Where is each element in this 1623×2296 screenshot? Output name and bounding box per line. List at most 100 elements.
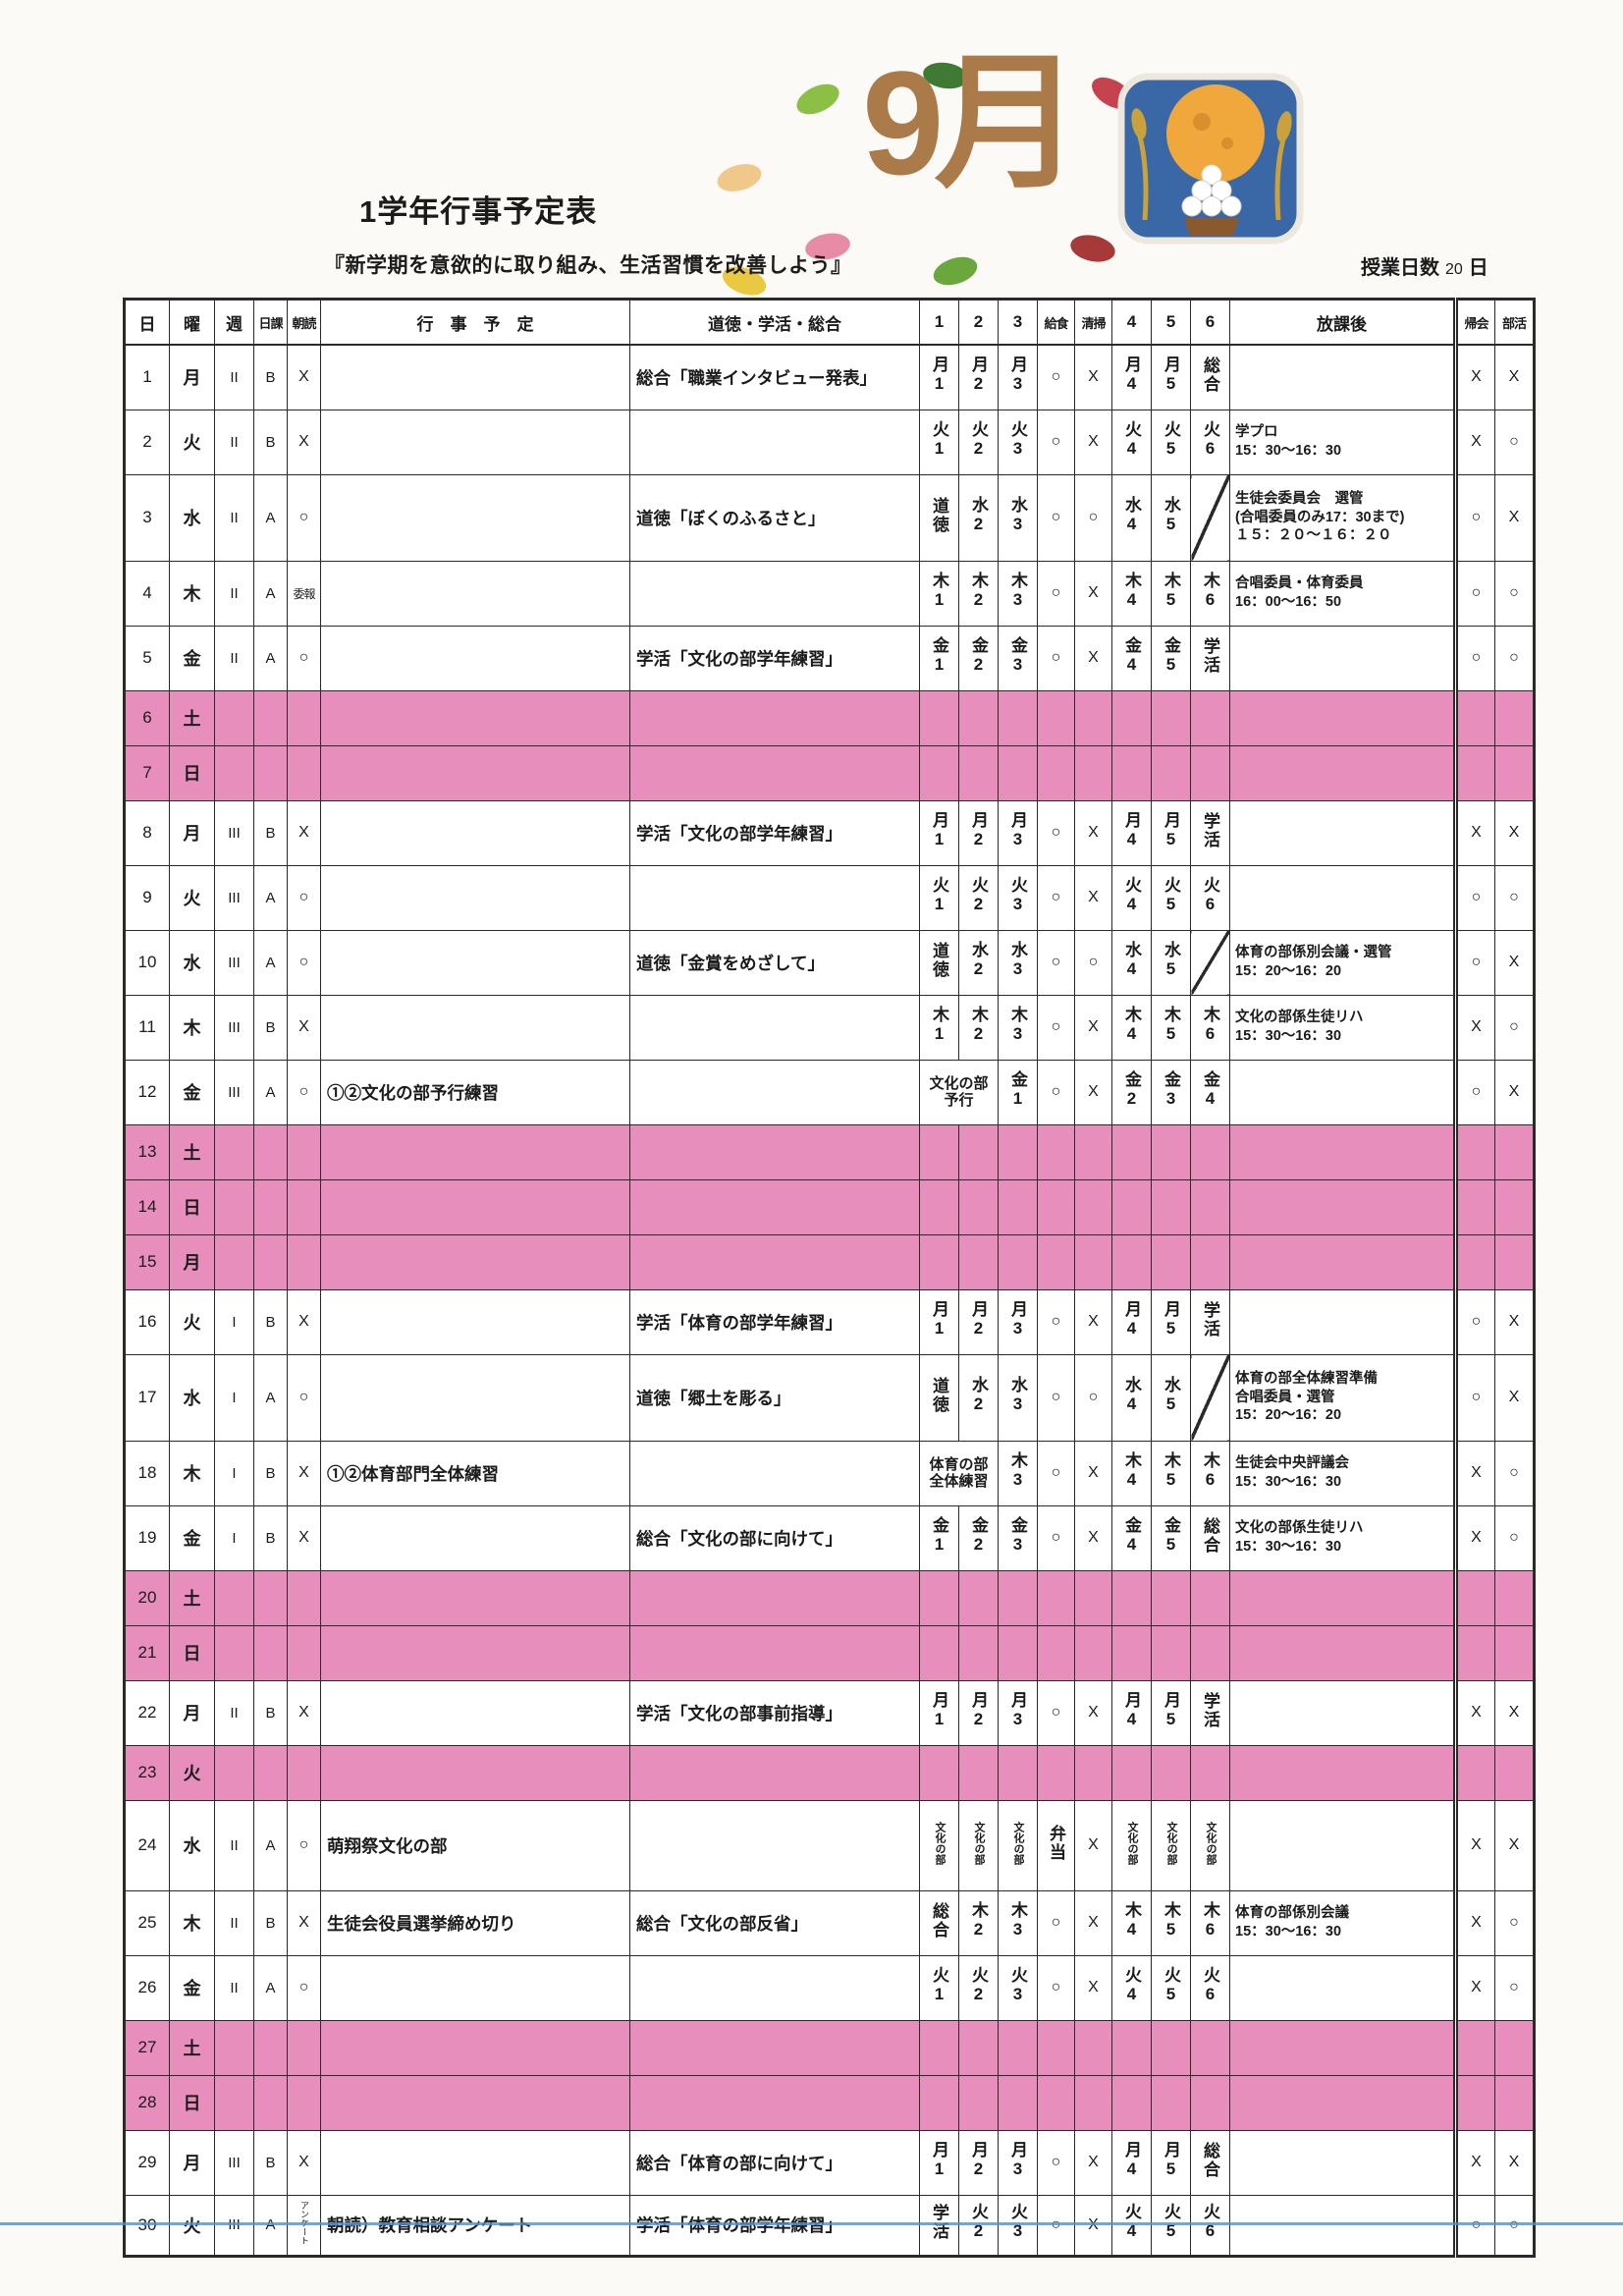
leaf-icon	[714, 159, 765, 196]
column-header: 5	[1151, 299, 1191, 346]
cell-period: 金3	[998, 1504, 1038, 1571]
cell-empty	[1229, 1178, 1456, 1235]
cell-morning-reading: ○	[287, 1353, 321, 1442]
table-row: 17 水 I A ○ 道徳「郷土を彫る」 道徳 水2 水3 ○ ○ 水4 水5 体育の部全体練習準備 合唱…	[124, 1353, 1535, 1442]
cell-period: 月4	[1111, 1288, 1152, 1355]
cell-period: 木4	[1111, 994, 1152, 1061]
cell-empty	[1494, 1233, 1535, 1290]
cell-morning-reading: X	[287, 2129, 321, 2196]
cell-day: 18	[124, 1440, 170, 1506]
cell-return-meeting: X	[1453, 1679, 1495, 1746]
cell-period: 月2	[958, 2129, 999, 2196]
cell-morning-reading: X	[287, 1440, 321, 1506]
cell-weekday: 火	[169, 1288, 215, 1355]
cell-period: 学活	[1190, 1288, 1230, 1355]
cell-day: 2	[124, 409, 170, 475]
cell-daily-schedule: B	[253, 1504, 288, 1571]
cell-period: 木3	[998, 1440, 1038, 1506]
cell-period: 金3	[998, 625, 1038, 691]
cell-empty	[629, 744, 920, 801]
cell-moral-class-integrated: 学活「文化の部事前指導」	[629, 1679, 920, 1746]
column-header: 清掃	[1074, 299, 1112, 346]
cell-afterschool	[1229, 1288, 1456, 1355]
cell-weekday: 月	[169, 344, 215, 410]
cell-period: 木4	[1111, 1440, 1152, 1506]
cell-weekday: 火	[169, 2194, 215, 2257]
cell-afterschool	[1229, 2129, 1456, 2196]
cell-daily-schedule: B	[253, 799, 288, 866]
cell-moral-class-integrated	[629, 560, 920, 627]
cell-return-meeting: ○	[1453, 864, 1495, 931]
cell-week: II	[214, 560, 254, 627]
cell-period: 文化の部	[998, 1799, 1038, 1891]
cell-day: 19	[124, 1504, 170, 1571]
cell-empty	[1111, 1569, 1152, 1626]
cell-empty	[1453, 2019, 1495, 2076]
cell-weekday: 月	[169, 1233, 215, 1290]
cell-period: 月2	[958, 1679, 999, 1746]
cell-week: II	[214, 1799, 254, 1891]
cell-empty	[1190, 689, 1230, 746]
cell-day: 1	[124, 344, 170, 410]
cell-empty	[1229, 1744, 1456, 1801]
cell-empty	[1494, 1123, 1535, 1180]
cell-event: 朝読）教育相談アンケート	[320, 2194, 630, 2257]
cell-return-meeting: ○	[1453, 1059, 1495, 1125]
cell-period: 月1	[919, 2129, 959, 2196]
cell-moral-class-integrated: 道徳「金賞をめざして」	[629, 929, 920, 996]
cell-period: 水2	[958, 473, 999, 562]
cell-period: 月2	[958, 799, 999, 866]
cell-empty	[1074, 689, 1112, 746]
cell-empty	[919, 744, 959, 801]
cell-morning-reading: X	[287, 1504, 321, 1571]
cell-period: 木3	[998, 994, 1038, 1061]
cell-empty	[1453, 689, 1495, 746]
cell-day: 23	[124, 1744, 170, 1801]
cell-weekday: 土	[169, 1569, 215, 1626]
table-row: 2 火 II B X 火1 火2 火3 ○ X 火4 火5 火6 学プロ 15：30～16：30 X ○	[124, 409, 1535, 475]
cell-week: II	[214, 473, 254, 562]
class-days-unit: 日	[1468, 257, 1488, 279]
cell-return-meeting: X	[1453, 1889, 1495, 1956]
cell-club: X	[1494, 344, 1535, 410]
cell-period: 金1	[919, 625, 959, 691]
cell-empty	[998, 2074, 1038, 2131]
column-header: 道徳・学活・総合	[629, 299, 920, 346]
cell-period: 金1	[919, 1504, 959, 1571]
leaf-icon	[930, 251, 981, 291]
cell-day: 27	[124, 2019, 170, 2076]
cell-cleaning: X	[1074, 1799, 1112, 1891]
cell-period: 火6	[1190, 2194, 1230, 2257]
cell-empty	[287, 689, 321, 746]
cell-period: 火6	[1190, 864, 1230, 931]
cell-day: 9	[124, 864, 170, 931]
cell-period: 木5	[1151, 1440, 1191, 1506]
cell-period: 月5	[1151, 2129, 1191, 2196]
cell-empty	[287, 1123, 321, 1180]
cell-daily-schedule: B	[253, 344, 288, 410]
cell-moral-class-integrated: 総合「職業インタビュー発表」	[629, 344, 920, 410]
cell-empty	[1229, 2019, 1456, 2076]
cell-period: 月4	[1111, 344, 1152, 410]
cell-afterschool: 生徒会委員会 選管 (合唱委員のみ17：30まで) １５：２０～１６：２０	[1229, 473, 1456, 562]
cell-day: 3	[124, 473, 170, 562]
cell-period: 金4	[1111, 625, 1152, 691]
cell-return-meeting: X	[1453, 1799, 1495, 1891]
cell-empty	[958, 1569, 999, 1626]
cell-empty	[214, 689, 254, 746]
cell-club: ○	[1494, 625, 1535, 691]
cell-week: II	[214, 625, 254, 691]
cell-weekday: 土	[169, 2019, 215, 2076]
cell-club: ○	[1494, 864, 1535, 931]
cell-empty	[253, 1178, 288, 1235]
cell-day: 11	[124, 994, 170, 1061]
cell-empty	[1074, 1624, 1112, 1681]
cell-period: 金2	[958, 625, 999, 691]
cell-week: III	[214, 2129, 254, 2196]
cell-period: 月3	[998, 1679, 1038, 1746]
cell-empty	[629, 689, 920, 746]
leaf-icon	[1067, 231, 1118, 266]
cell-empty	[1037, 689, 1075, 746]
cell-lunch: ○	[1037, 473, 1075, 562]
table-row: 20 土	[124, 1569, 1535, 1626]
